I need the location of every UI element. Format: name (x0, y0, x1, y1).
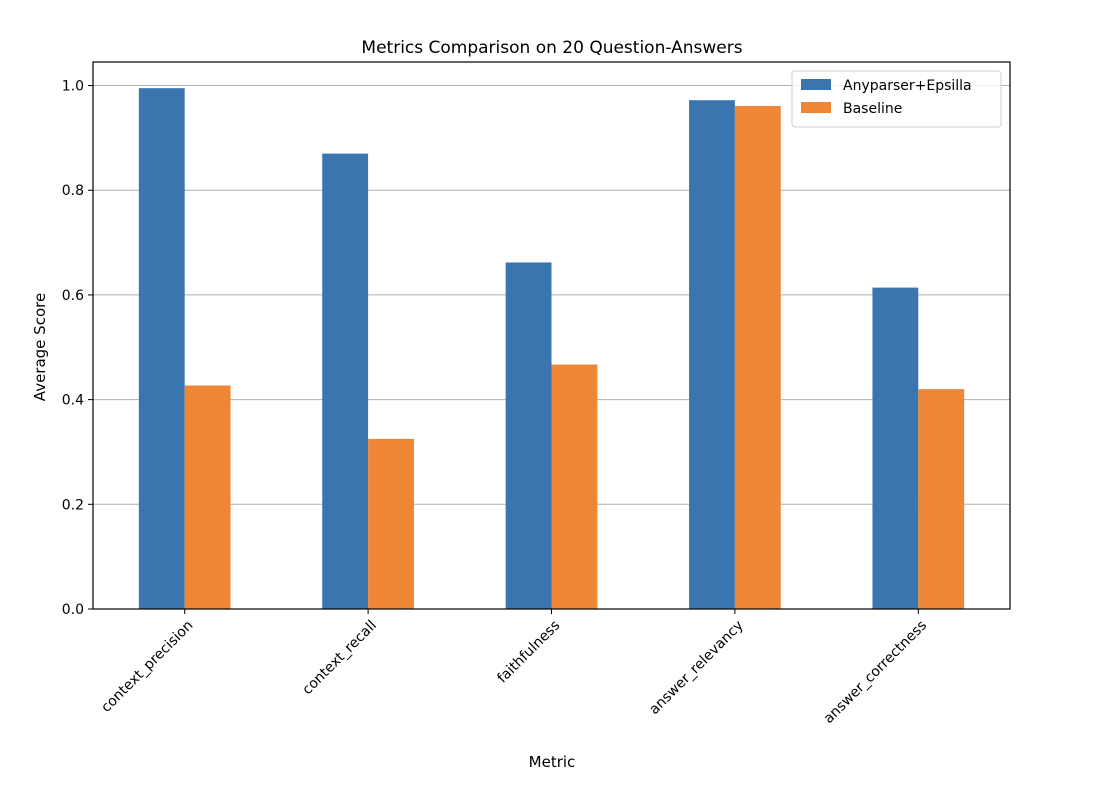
bar-anyparser-epsilla-answer_correctness (872, 287, 919, 609)
legend: Anyparser+Epsilla Baseline (791, 70, 1002, 128)
bar-baseline-answer_correctness (918, 389, 965, 609)
y-tick-label: 0.0 (62, 602, 84, 618)
y-tick-label: 0.2 (62, 497, 84, 513)
bar-anyparser-epsilla-answer_relevancy (689, 100, 735, 609)
bars (138, 88, 965, 610)
axes (88, 61, 1011, 614)
y-tick-labels: 0.0 0.2 0.4 0.6 0.8 1.0 (62, 79, 84, 618)
y-tick-label: 0.8 (62, 183, 84, 199)
bar-baseline-context_recall (368, 438, 414, 609)
bar-anyparser-epsilla-faithfulness (505, 262, 552, 609)
legend-box (791, 70, 1002, 128)
bar-baseline-answer_relevancy (734, 105, 781, 610)
bar-anyparser-epsilla-context_recall (322, 153, 369, 609)
legend-swatch (801, 79, 831, 90)
legend-label: Anyparser+Epsilla (843, 78, 972, 94)
y-tick-label: 1.0 (62, 79, 84, 95)
legend-label: Baseline (843, 101, 902, 117)
x-axis-label: Metric (529, 753, 576, 771)
chart-title: Metrics Comparison on 20 Question-Answer… (361, 38, 742, 58)
y-tick-label: 0.4 (62, 393, 84, 409)
bar-anyparser-epsilla-context_precision (138, 88, 185, 610)
bar-baseline-faithfulness (551, 364, 598, 609)
bar-baseline-context_precision (184, 385, 231, 609)
plot-frame (92, 61, 1011, 610)
y-axis-label: Average Score (31, 293, 49, 401)
legend-swatch (801, 102, 831, 113)
y-tick-label: 0.6 (62, 288, 84, 304)
